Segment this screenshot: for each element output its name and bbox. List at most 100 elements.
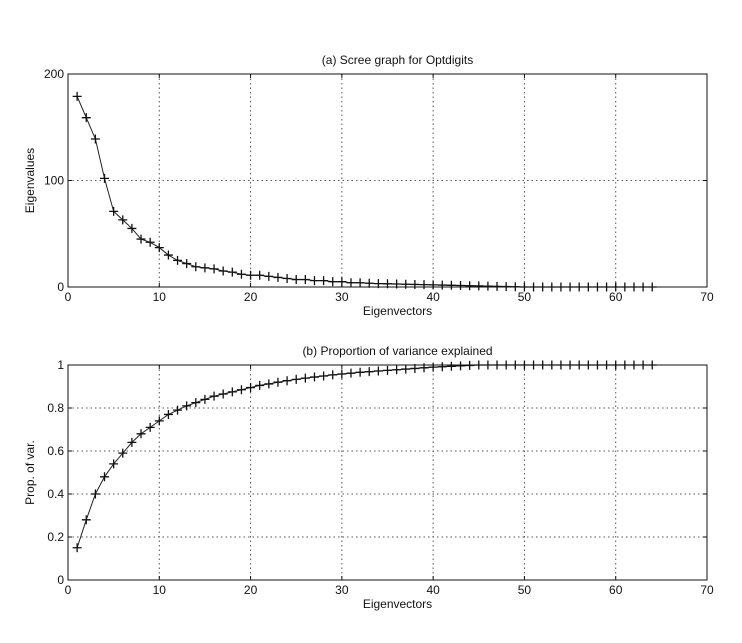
data-point-marker [465,360,475,370]
data-point-marker [383,365,392,375]
data-point-marker [127,223,137,233]
data-point-marker [373,366,383,376]
data-point-marker [145,237,155,247]
chart-b-title: (b) Proportion of variance explained [302,344,492,358]
data-point-marker [401,279,411,289]
data-point-marker [109,459,119,469]
data-point-marker [501,360,511,370]
data-point-marker [638,282,648,292]
data-point-marker [364,278,374,288]
data-point-marker [209,264,219,274]
chart-a-title: (a) Scree graph for Optdigits [322,53,473,67]
data-point-marker [200,263,210,273]
data-point-marker [81,113,91,123]
data-point-marker [446,361,456,371]
data-point-marker [638,360,648,370]
data-point-marker [437,362,447,372]
y-tick-label: 0 [57,280,64,294]
data-point-marker [556,360,566,370]
data-point-marker [255,380,265,390]
chart-a-x-ticks: 0 10 20 30 40 50 60 70 [65,74,714,304]
data-point-marker [565,282,575,292]
data-point-marker [309,276,319,286]
x-tick-label: 20 [244,583,258,597]
data-point-marker [547,360,557,370]
data-point-marker [437,280,447,290]
data-point-marker [583,282,593,292]
data-point-marker [419,280,429,290]
data-point-marker [565,360,575,370]
data-point-marker [647,282,657,292]
data-point-marker [227,387,237,397]
y-tick-label: 0.8 [47,401,64,415]
x-tick-label: 40 [426,583,440,597]
data-point-marker [173,405,183,415]
chart-b-y-ticks: 0 0.2 0.4 0.6 0.8 1 [47,358,707,587]
data-point-marker [163,250,173,260]
data-point-marker [346,278,356,288]
x-tick-label: 30 [335,583,349,597]
data-point-marker [72,91,82,101]
data-point-marker [246,270,256,280]
data-point-marker [629,360,639,370]
data-point-marker [483,281,493,291]
data-point-marker [538,360,548,370]
chart-b-markers [72,360,657,553]
data-point-marker [255,270,265,280]
y-tick-label: 200 [44,67,64,81]
data-point-marker [264,271,274,281]
data-point-marker [264,379,274,389]
y-tick-label: 0.4 [47,487,64,501]
chart-scree-graph: (a) Scree graph for Optdigits 0 10 20 30 40 5… [23,53,714,318]
x-tick-label: 10 [153,290,167,304]
data-point-marker [446,280,456,290]
data-point-marker [401,364,411,374]
data-point-marker [456,361,466,371]
data-point-marker [592,282,602,292]
data-point-marker [154,416,164,426]
data-point-marker [282,273,292,283]
data-point-marker [355,278,365,288]
data-point-marker [246,383,256,393]
data-point-marker [583,360,593,370]
y-tick-label: 100 [44,174,64,188]
data-point-marker [291,275,301,285]
data-point-marker [355,367,365,377]
chart-b-y-axis-label: Prop. of var. [23,440,37,505]
chart-a-y-ticks: 0 100 200 [44,67,707,294]
data-point-marker [173,255,183,265]
data-point-marker [474,360,484,370]
data-point-marker [392,365,402,375]
data-point-marker [319,371,329,381]
x-tick-label: 70 [700,290,714,304]
data-point-marker [319,276,329,286]
data-point-marker [118,448,128,458]
data-point-marker [209,391,219,401]
data-point-marker [364,367,374,377]
x-tick-label: 30 [335,290,349,304]
data-point-marker [620,282,630,292]
data-point-marker [602,360,612,370]
data-point-marker [492,360,502,370]
data-point-marker [136,429,146,439]
chart-a-grid [68,74,707,287]
data-point-marker [501,282,511,292]
data-point-marker [145,422,155,432]
y-tick-label: 0 [57,573,64,587]
data-point-marker [529,360,539,370]
chart-a-series-line [76,96,653,288]
data-point-marker [419,363,429,373]
y-tick-label: 1 [57,358,64,372]
data-point-marker [492,281,502,291]
x-tick-label: 50 [518,583,532,597]
data-point-marker [538,282,548,292]
data-point-marker [410,363,420,373]
data-point-marker [282,376,292,386]
data-point-marker [392,279,402,289]
data-point-marker [337,369,347,379]
data-point-marker [109,206,119,216]
data-point-marker [127,437,137,447]
data-point-marker [592,360,602,370]
data-point-marker [136,234,146,244]
